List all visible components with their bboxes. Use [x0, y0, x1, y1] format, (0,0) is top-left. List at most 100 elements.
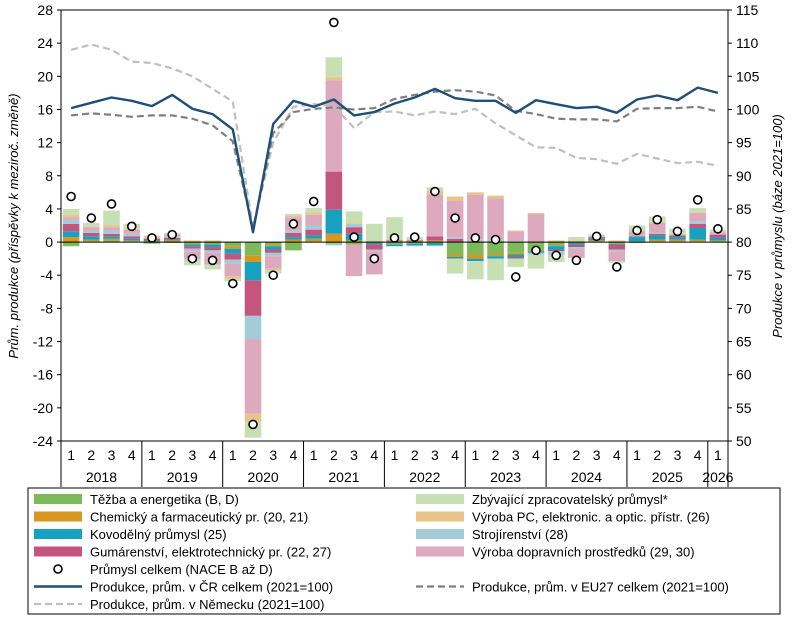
bar-segment-2-q11 [264, 244, 282, 247]
legend-label: Zbývající zpracovatelský průmysl* [472, 492, 668, 507]
bar-segment-7-q2 [83, 226, 100, 228]
bar-segment-3-q26 [568, 242, 585, 245]
line-series-2 [70, 89, 719, 230]
bar-segment-8-q20 [446, 258, 464, 274]
bar-segment-2-q30 [648, 239, 666, 242]
x-quarter-label: 1 [391, 447, 399, 463]
total-marker-q32 [692, 195, 703, 205]
x-year-label: 2026 [702, 469, 733, 485]
x-quarter-label: 2 [411, 447, 419, 463]
bar-segment-6-q4 [123, 229, 141, 234]
y-left-tick-label: 8 [45, 168, 53, 184]
bar-segment-5-q3 [103, 230, 120, 234]
bar-segment-7-q22 [487, 195, 504, 199]
bar-segment-8-q17 [386, 217, 403, 239]
bar-segment-7-q13 [305, 212, 322, 215]
bar-segment-1-q20 [446, 242, 464, 255]
total-marker-q21 [470, 233, 481, 243]
legend-label: Průmysl celkem (NACE B až D) [90, 562, 273, 577]
x-quarter-label: 1 [148, 447, 156, 463]
bar-segment-6-q13 [305, 214, 322, 226]
bar-segment-2-q1 [62, 237, 80, 243]
legend-swatch [416, 529, 464, 539]
total-marker-q8 [207, 255, 218, 266]
bar-segment-7-q24 [527, 213, 545, 214]
y-right-tick-label: 50 [736, 433, 752, 449]
bar-segment-6-q21 [467, 194, 484, 240]
total-marker-q13 [308, 196, 319, 207]
bar-segment-3-q13 [305, 235, 322, 239]
bar-segment-5-q7 [184, 248, 201, 252]
bar-segment-6-q14 [325, 80, 343, 172]
bar-segment-3-q33 [709, 237, 727, 241]
legend-item-5: Kovodělný průmysl (25) [34, 527, 227, 542]
y-left-tick-label: 0 [45, 234, 53, 250]
total-marker-q19 [430, 186, 440, 197]
y-left-tick-label: 24 [37, 35, 53, 51]
bar-segment-6-q1 [62, 217, 80, 220]
bar-segment-7-q25 [547, 240, 565, 242]
plot-area: -24-20-16-12-8-4048121620242850556065707… [33, 2, 760, 487]
bar-segment-7-q28 [608, 240, 626, 242]
total-marker-q20 [450, 213, 460, 223]
legend-swatch [34, 511, 82, 522]
bar-segment-3-q28 [608, 243, 626, 245]
total-marker-q33 [713, 224, 723, 234]
bar-segment-2-q23 [507, 252, 525, 255]
bar-segment-1-q22 [487, 242, 504, 255]
x-quarter-label: 4 [209, 447, 217, 463]
bar-segment-8-q1 [62, 208, 80, 215]
bar-segment-4-q4 [123, 236, 141, 239]
bar-segment-8-q22 [487, 258, 504, 281]
plot-frame [60, 9, 729, 442]
bar-segment-4-q2 [83, 232, 100, 237]
legend-swatch [34, 546, 82, 557]
y-right-tick-label: 115 [736, 2, 759, 18]
bar-segment-4-q3 [103, 233, 120, 237]
x-quarter-label: 2 [492, 447, 500, 463]
bar-segment-5-q30 [648, 232, 666, 234]
bar-segment-5-q26 [568, 247, 585, 250]
bar-segment-3-q1 [62, 231, 80, 238]
legend-item-6: Strojírenství (28) [416, 527, 568, 542]
line-series-3 [70, 43, 719, 229]
total-marker-q29 [632, 225, 642, 236]
legend-marker [53, 564, 63, 574]
bar-segment-1-q9 [224, 242, 242, 247]
bar-segment-6-q32 [689, 213, 706, 222]
bar-segment-7-q12 [285, 215, 302, 218]
y-axis-right-title: Produkce v průmyslu (báze 2021=100) [770, 114, 785, 338]
bar-segment-2-q14 [325, 233, 343, 243]
y-axis-left-title: Prům. produkce (příspěvky k meziroč. změ… [6, 93, 21, 358]
total-marker-q22 [490, 234, 501, 245]
bar-segment-7-q16 [366, 240, 383, 242]
bar-segment-7-q20 [446, 196, 464, 201]
total-marker-q15 [349, 232, 359, 242]
x-quarter-label: 3 [431, 447, 439, 463]
bar-segment-1-q23 [507, 242, 525, 253]
legend-item-7: Gumárenství, elektrotechnický pr. (22, 2… [34, 545, 331, 560]
x-quarter-label: 4 [451, 447, 459, 463]
bar-segment-5-q12 [285, 230, 302, 233]
bar-segment-5-q19 [426, 245, 444, 247]
bar-segment-3-q3 [103, 236, 120, 239]
total-marker-q18 [409, 232, 420, 242]
y-right-tick-label: 60 [736, 367, 752, 383]
bar-segment-3-q6 [163, 239, 181, 241]
x-quarter-label: 3 [108, 447, 116, 463]
x-quarter-label: 3 [512, 447, 520, 463]
x-quarter-label: 2 [168, 447, 176, 463]
y-left-tick-label: 4 [45, 201, 53, 217]
bar-segment-8-q26 [568, 237, 585, 241]
x-quarter-label: 4 [290, 447, 298, 463]
y-right-tick-label: 70 [736, 300, 752, 316]
y-right-tick-label: 65 [736, 334, 752, 350]
bar-segment-1-q28 [608, 242, 626, 244]
x-quarter-label: 4 [532, 447, 540, 463]
legend-item-2: Zbývající zpracovatelský průmysl* [416, 492, 668, 507]
total-marker-q11 [268, 270, 279, 281]
total-marker-q6 [167, 229, 177, 240]
x-quarter-label: 1 [229, 447, 237, 463]
y-left-tick-label: 28 [37, 2, 53, 18]
bar-segment-7-q26 [568, 240, 585, 242]
